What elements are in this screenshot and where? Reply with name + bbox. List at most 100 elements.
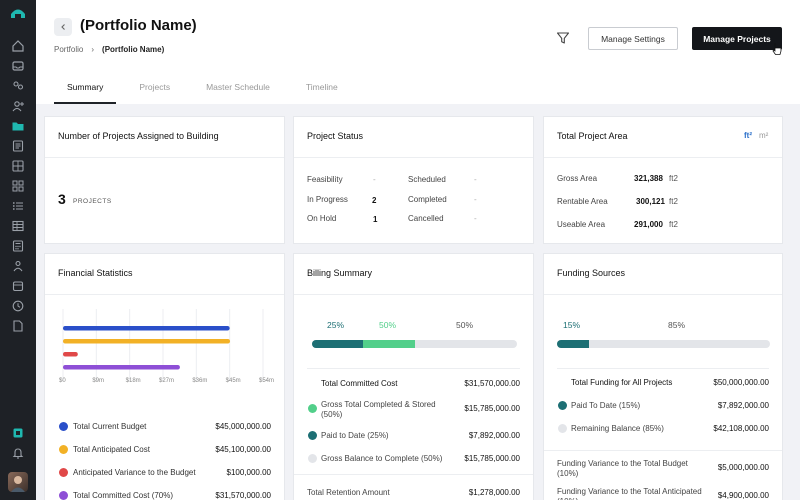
document-icon[interactable] (11, 139, 25, 153)
funding-variance-budget-value: $5,000,000.00 (717, 463, 769, 472)
funding-value-paid: $7,892,000.00 (717, 401, 769, 410)
x-tick-label: $18m (125, 378, 141, 384)
card-title: Project Status (307, 131, 364, 141)
breadcrumb-separator: › (91, 45, 95, 54)
legend-value-anticipated-cost: $45,100,000.00 (215, 445, 271, 454)
status-value-scheduled: - (474, 175, 477, 184)
clock-icon[interactable] (11, 299, 25, 313)
unit-toggle-m2[interactable]: m² (759, 131, 769, 140)
apps-icon[interactable] (11, 179, 25, 193)
funding-value-remaining: $42,108,000.00 (713, 424, 769, 433)
progress-segment (312, 340, 364, 348)
tab-timeline[interactable]: Timeline (305, 82, 338, 92)
projects-assigned-card: Number of Projects Assigned to Building … (44, 116, 285, 244)
back-button[interactable] (54, 18, 72, 36)
area-label-rentable: Rentable Area (557, 197, 608, 206)
x-tick-label: $36m (192, 378, 208, 384)
billing-value-completed: $15,785,000.00 (464, 404, 520, 413)
tab-master-schedule[interactable]: Master Schedule (206, 82, 270, 92)
billing-summary-card: Billing Summary 25% 50% 50% Total Commit… (293, 253, 534, 500)
status-value-feasibility: - (373, 175, 376, 184)
legend-label-anticipated-cost: Total Anticipated Cost (73, 445, 150, 454)
funding-pct-remaining: 85% (668, 320, 686, 330)
billing-label-completed: Gross Total Completed & Stored (50%) (321, 400, 436, 419)
calculator-icon[interactable] (11, 239, 25, 253)
chat-icon[interactable] (11, 426, 25, 440)
divider (294, 157, 533, 158)
status-label-cancelled: Cancelled (408, 214, 444, 223)
funding-label-remaining: Remaining Balance (85%) (571, 424, 664, 433)
billing-total-value: $31,570,000.00 (464, 379, 520, 388)
card-title: Total Project Area (557, 131, 628, 141)
projects-count: 3 (58, 191, 66, 207)
project-area-card: Total Project Area ft² m² Gross Area 321… (543, 116, 783, 244)
card-title: Number of Projects Assigned to Building (58, 131, 219, 141)
area-unit-gross: ft2 (669, 174, 678, 183)
funding-dot-remaining (558, 424, 567, 433)
funding-total-label: Total Funding for All Projects (571, 378, 673, 387)
chevron-left-icon (61, 24, 65, 30)
billing-value-paid: $7,892,000.00 (468, 431, 520, 440)
manage-settings-button[interactable]: Manage Settings (588, 27, 678, 50)
logo-icon[interactable] (9, 6, 27, 20)
folder-icon[interactable] (11, 119, 25, 133)
contacts-icon[interactable] (11, 79, 25, 93)
breadcrumb: Portfolio › (Portfolio Name) (54, 45, 164, 54)
billing-progress-bar (312, 340, 517, 348)
billing-pct-paid: 25% (327, 320, 345, 330)
filter-icon[interactable] (556, 31, 570, 45)
card-title: Funding Sources (557, 268, 626, 278)
funding-pct-paid: 15% (563, 320, 581, 330)
legend-dot-variance (59, 468, 68, 477)
area-unit-rentable: ft2 (669, 197, 678, 206)
avatar[interactable] (8, 472, 28, 492)
breadcrumb-current: (Portfolio Name) (102, 45, 165, 54)
page-title: (Portfolio Name) (80, 17, 197, 34)
area-unit-useable: ft2 (669, 220, 678, 229)
file-icon[interactable] (11, 319, 25, 333)
legend-dot-anticipated-cost (59, 445, 68, 454)
billing-pct-completed: 50% (379, 320, 397, 330)
breadcrumb-root[interactable]: Portfolio (54, 45, 84, 54)
bar-3 (63, 365, 180, 370)
sidebar (0, 0, 36, 500)
home-icon[interactable] (11, 39, 25, 53)
manage-projects-button[interactable]: Manage Projects (692, 27, 782, 50)
billing-value-balance: $15,785,000.00 (464, 454, 520, 463)
financial-bar-chart (62, 309, 264, 381)
grid-icon[interactable] (11, 159, 25, 173)
legend-value-committed-cost: $31,570,000.00 (215, 491, 271, 500)
divider (294, 474, 533, 475)
tab-projects[interactable]: Projects (139, 82, 171, 92)
bell-icon[interactable] (11, 446, 25, 460)
legend-label-variance: Anticipated Variance to the Budget (73, 468, 196, 477)
funding-variance-budget-label: Funding Variance to the Total Budget (10… (557, 459, 688, 478)
legend-value-current-budget: $45,000,000.00 (215, 422, 271, 431)
billing-dot-paid (308, 431, 317, 440)
divider (45, 157, 284, 158)
funding-label-paid: Paid To Date (15%) (571, 401, 641, 410)
team-icon[interactable] (11, 259, 25, 273)
legend-dot-current-budget (59, 422, 68, 431)
bar-1 (63, 339, 231, 344)
x-tick-label: $45m (225, 378, 241, 384)
funding-sources-card: Funding Sources 15% 85% Total Funding fo… (543, 253, 783, 500)
divider (544, 450, 782, 451)
add-user-icon[interactable] (11, 99, 25, 113)
page-header: (Portfolio Name) Portfolio › (Portfolio … (36, 0, 800, 104)
unit-toggle-ft2[interactable]: ft² (744, 131, 752, 140)
divider (294, 294, 533, 295)
progress-segment (557, 340, 589, 348)
box-icon[interactable] (11, 279, 25, 293)
list-icon[interactable] (11, 199, 25, 213)
tab-bar: Summary Projects Master Schedule Timelin… (54, 70, 361, 104)
status-label-on-hold: On Hold (307, 214, 337, 223)
table-icon[interactable] (11, 219, 25, 233)
legend-dot-committed-cost (59, 491, 68, 500)
status-label-feasibility: Feasibility (307, 175, 343, 184)
billing-label-paid: Paid to Date (25%) (321, 431, 389, 440)
status-value-completed: - (474, 195, 477, 204)
status-value-in-progress: 2 (372, 196, 377, 205)
tab-summary[interactable]: Summary (54, 70, 117, 104)
inbox-icon[interactable] (11, 59, 25, 73)
